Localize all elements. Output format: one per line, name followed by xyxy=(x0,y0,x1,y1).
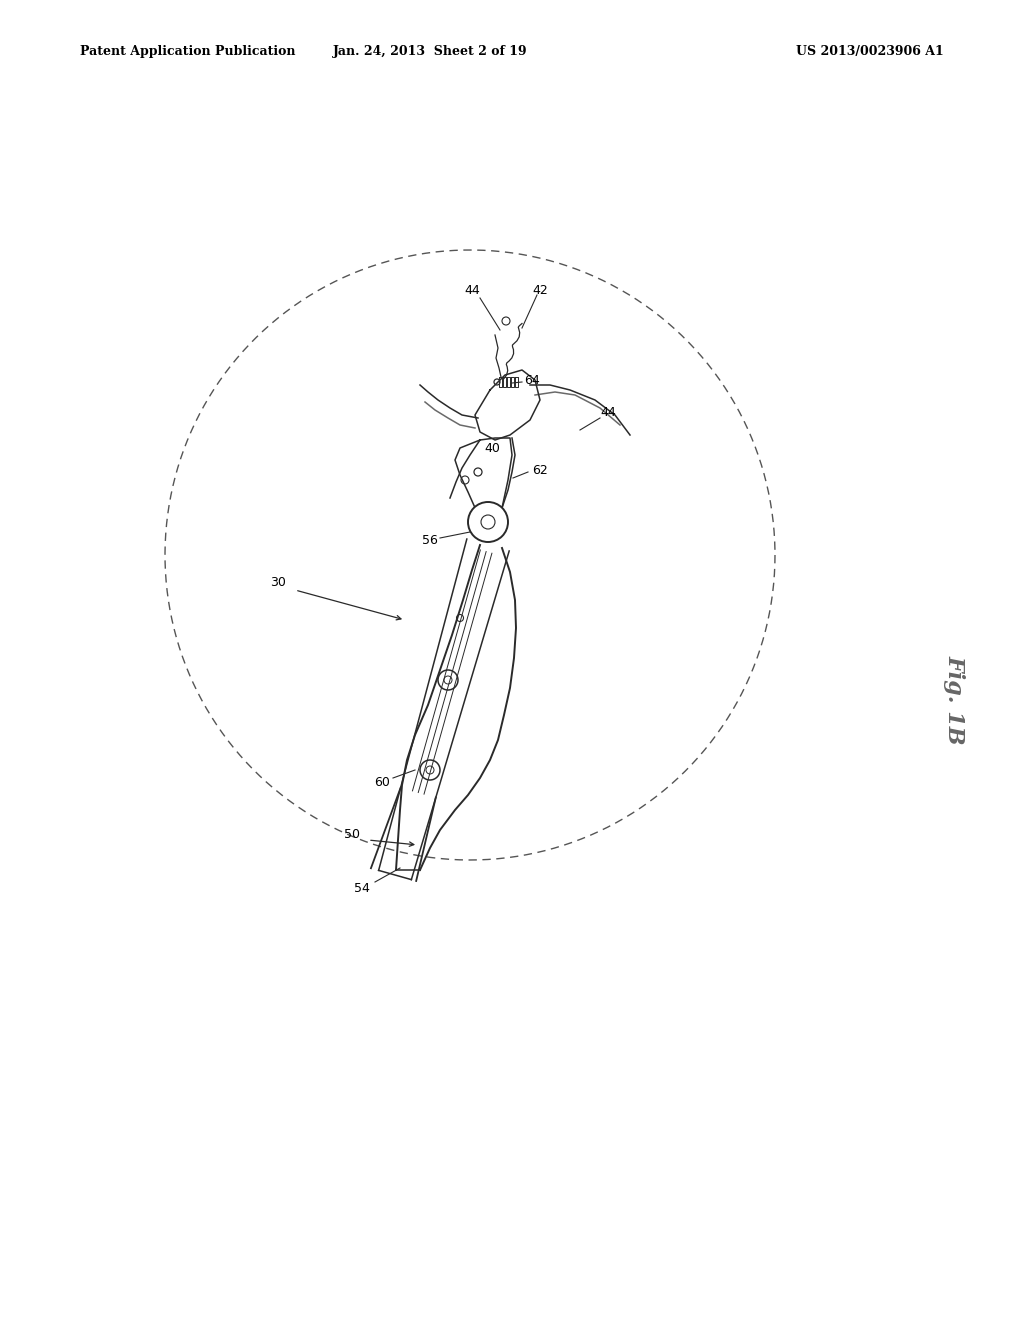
Text: 44: 44 xyxy=(464,285,480,297)
Text: 56: 56 xyxy=(422,535,438,548)
Text: 42: 42 xyxy=(532,284,548,297)
Text: 44: 44 xyxy=(600,407,615,420)
Text: 30: 30 xyxy=(270,577,286,590)
Text: 64: 64 xyxy=(524,374,540,387)
Text: Jan. 24, 2013  Sheet 2 of 19: Jan. 24, 2013 Sheet 2 of 19 xyxy=(333,45,527,58)
Text: 54: 54 xyxy=(354,882,370,895)
Text: 62: 62 xyxy=(532,463,548,477)
Text: US 2013/0023906 A1: US 2013/0023906 A1 xyxy=(797,45,944,58)
Text: Fig. 1B: Fig. 1B xyxy=(944,655,966,744)
Text: 60: 60 xyxy=(374,776,390,788)
Text: 40: 40 xyxy=(484,441,500,454)
Circle shape xyxy=(468,502,508,543)
Text: 50: 50 xyxy=(344,828,360,841)
Text: Patent Application Publication: Patent Application Publication xyxy=(80,45,296,58)
